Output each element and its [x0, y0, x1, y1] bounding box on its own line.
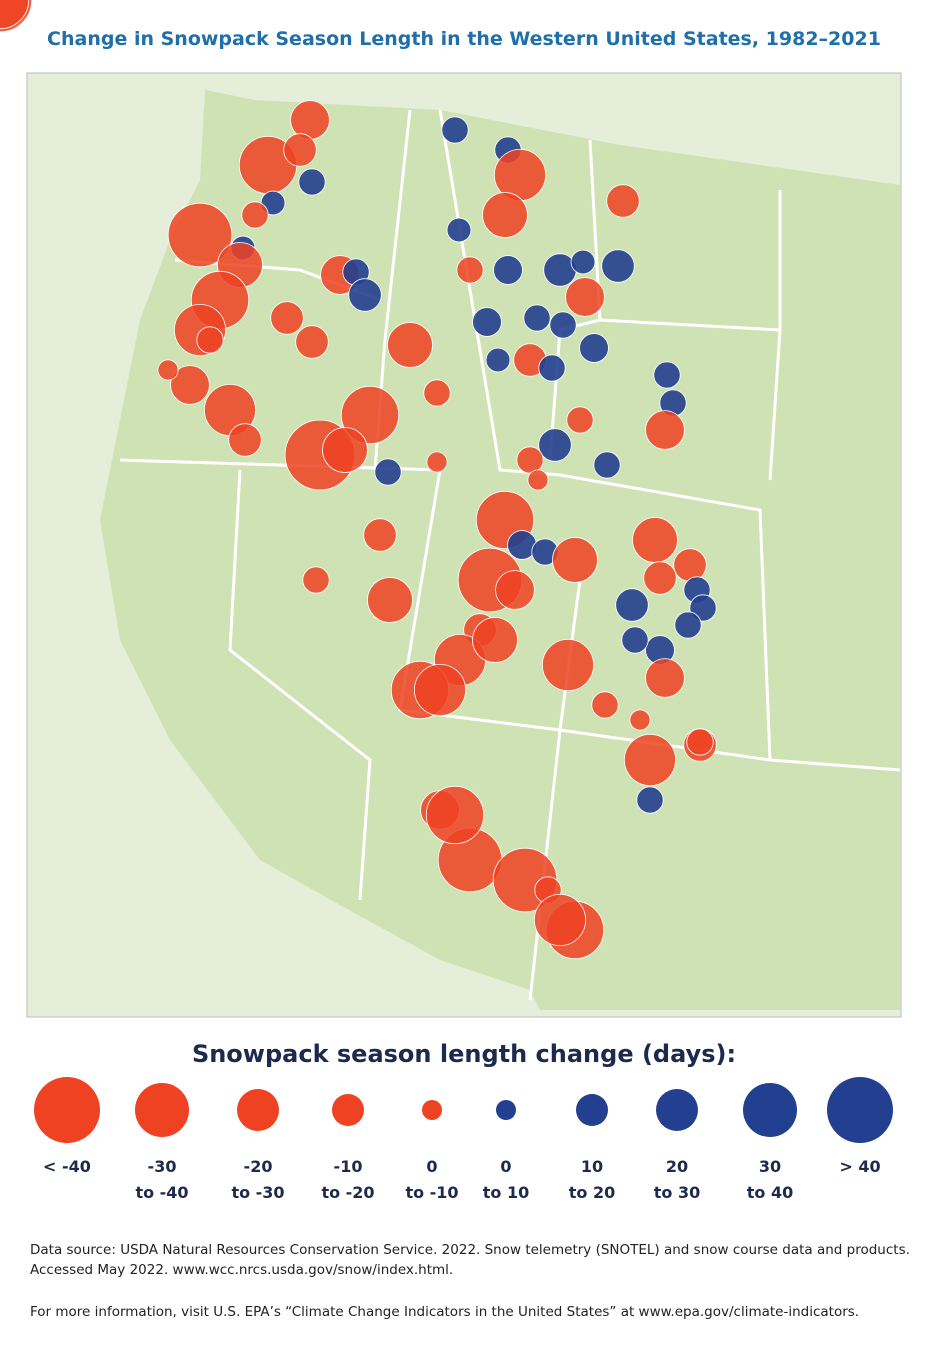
site-bubble — [241, 201, 269, 229]
legend-label: to 10 — [483, 1183, 529, 1202]
legend-label: to -10 — [405, 1183, 458, 1202]
legend-label: 20 — [666, 1157, 688, 1176]
site-bubble — [495, 570, 535, 610]
site-bubble — [348, 278, 382, 312]
site-bubble — [472, 617, 518, 663]
site-bubble — [167, 202, 233, 268]
legend-label: to 20 — [569, 1183, 615, 1202]
site-bubbles — [0, 0, 717, 960]
more-info: For more information, visit U.S. EPA’s “… — [30, 1304, 860, 1320]
source-note: Data source: USDA Natural Resources Cons… — [30, 1242, 910, 1278]
site-bubble — [302, 566, 330, 594]
site-bubble — [579, 333, 609, 363]
legend-swatch — [576, 1094, 608, 1126]
site-bubble — [552, 537, 598, 583]
site-bubble — [629, 709, 651, 731]
site-bubble — [542, 639, 595, 692]
site-bubble — [0, 0, 30, 30]
legend-label: to 40 — [747, 1183, 793, 1202]
legend-swatch — [135, 1083, 189, 1137]
site-bubble — [426, 451, 448, 473]
legend-label: 0 — [426, 1157, 437, 1176]
legend-label: 30 — [759, 1157, 781, 1176]
legend-label: < -40 — [43, 1157, 91, 1176]
site-bubble — [643, 561, 677, 595]
legend-label: 0 — [500, 1157, 511, 1176]
legend-swatch — [743, 1083, 797, 1137]
site-bubble — [615, 588, 649, 622]
legend-swatch — [237, 1089, 279, 1131]
site-bubble — [493, 255, 523, 285]
site-bubble — [570, 249, 596, 275]
site-bubble — [196, 326, 224, 354]
site-bubble — [527, 469, 549, 491]
site-bubble — [621, 626, 649, 654]
site-bubble — [673, 548, 707, 582]
site-bubble — [538, 354, 566, 382]
site-bubble — [645, 410, 685, 450]
legend-swatch — [332, 1094, 364, 1126]
legend-label: to -30 — [231, 1183, 284, 1202]
site-bubble — [538, 428, 572, 462]
legend-label: to -40 — [135, 1183, 188, 1202]
site-bubble — [674, 611, 702, 639]
site-bubble — [636, 786, 664, 814]
legend-label: 10 — [581, 1157, 603, 1176]
site-bubble — [485, 347, 511, 373]
site-bubble — [686, 728, 714, 756]
site-bubble — [632, 517, 678, 563]
site-bubble — [593, 451, 621, 479]
site-bubble — [157, 359, 179, 381]
site-bubble — [413, 664, 466, 717]
site-bubble — [283, 133, 317, 167]
site-bubble — [423, 379, 451, 407]
site-bubble — [653, 361, 681, 389]
site-bubble — [516, 446, 544, 474]
site-bubble — [601, 249, 635, 283]
legend-swatch — [496, 1100, 516, 1120]
legend-swatch — [827, 1077, 893, 1143]
site-bubble — [374, 458, 402, 486]
site-bubble — [270, 301, 304, 335]
site-bubble — [645, 658, 685, 698]
site-bubble — [534, 894, 587, 947]
site-bubble — [170, 365, 210, 405]
site-bubble — [290, 100, 330, 140]
site-bubble — [298, 168, 326, 196]
site-bubble — [565, 277, 605, 317]
site-bubble — [566, 406, 594, 434]
site-bubble — [295, 325, 329, 359]
site-bubble — [482, 192, 528, 238]
site-bubble — [363, 518, 397, 552]
legend-label: -20 — [244, 1157, 273, 1176]
site-bubble — [549, 311, 577, 339]
site-bubble — [228, 423, 262, 457]
site-bubble — [387, 322, 433, 368]
site-bubble — [446, 217, 472, 243]
site-bubble — [624, 734, 677, 787]
site-bubble — [606, 184, 640, 218]
site-bubble — [523, 304, 551, 332]
legend-title: Snowpack season length change (days): — [191, 1040, 737, 1068]
site-bubble — [425, 785, 485, 845]
legend-swatch — [656, 1089, 698, 1131]
legend-label: to 30 — [654, 1183, 700, 1202]
legend-label: > 40 — [839, 1157, 880, 1176]
legend-swatch — [34, 1077, 100, 1143]
site-bubble — [441, 116, 469, 144]
site-bubble — [340, 385, 400, 445]
legend-label: -10 — [334, 1157, 363, 1176]
site-bubble — [322, 427, 368, 473]
site-bubble — [591, 691, 619, 719]
title: Change in Snowpack Season Length in the … — [47, 28, 881, 50]
site-bubble — [367, 577, 413, 623]
legend-label: -30 — [148, 1157, 177, 1176]
legend-label: to -20 — [321, 1183, 374, 1202]
site-bubble — [472, 307, 502, 337]
legend-swatch — [422, 1100, 442, 1120]
site-bubble — [456, 256, 484, 284]
